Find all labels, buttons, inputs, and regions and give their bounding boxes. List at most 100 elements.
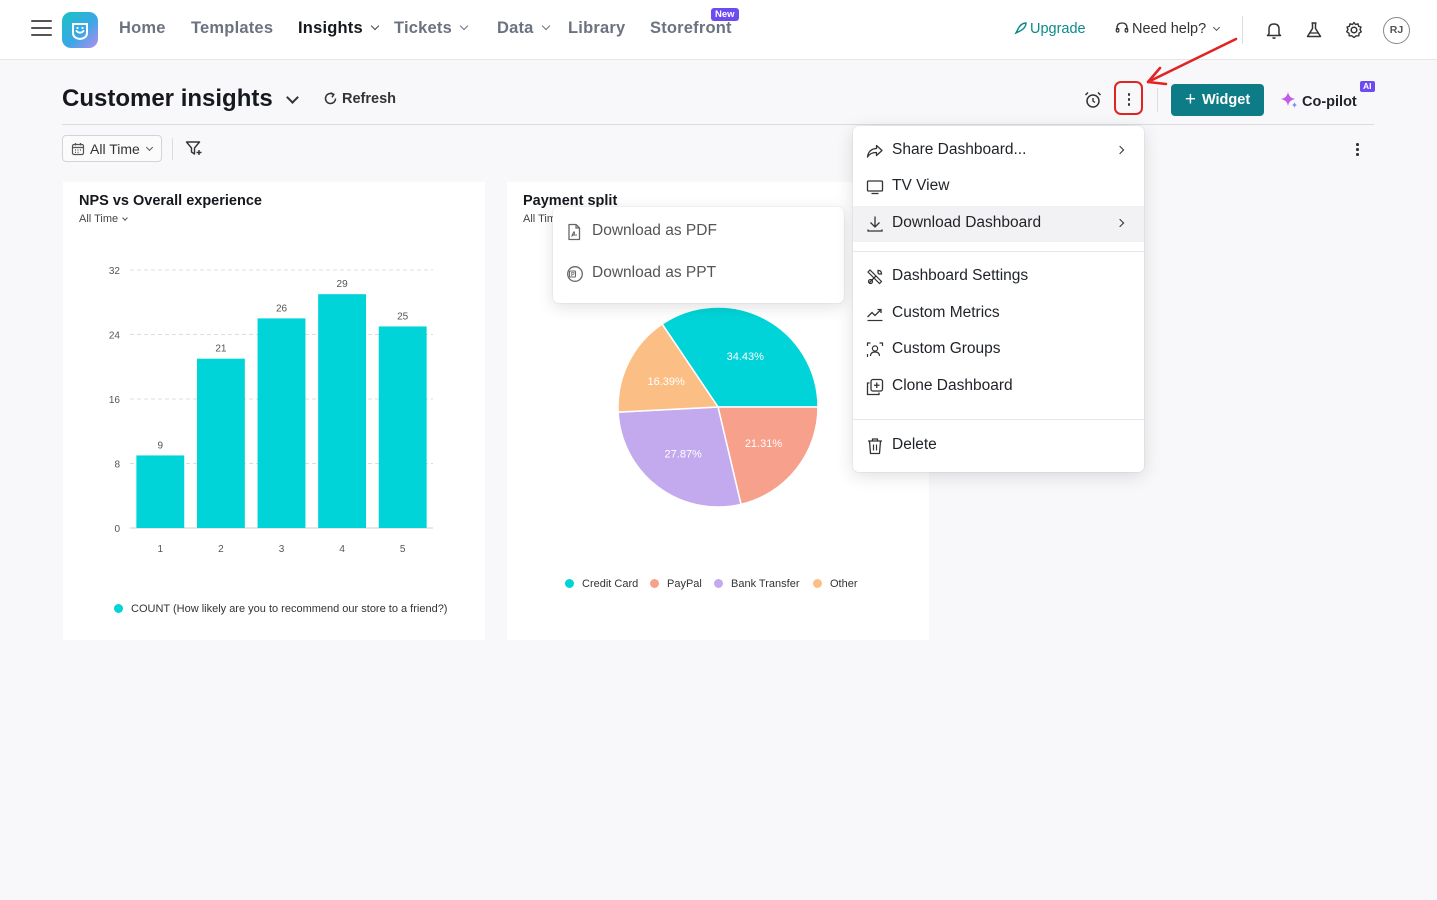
bar-value-label: 9 <box>158 440 164 451</box>
nav-home[interactable]: Home <box>119 19 166 37</box>
more-options-button[interactable] <box>1114 81 1143 115</box>
bar[interactable] <box>257 318 306 528</box>
menu-item-share-dashboard[interactable]: Share Dashboard... <box>853 133 1144 169</box>
legend-item[interactable]: COUNT (How likely are you to recommend o… <box>114 603 447 615</box>
avatar[interactable]: RJ <box>1383 17 1410 44</box>
y-tick-label: 0 <box>114 524 120 535</box>
time-filter-dropdown[interactable]: All Time <box>62 135 162 162</box>
legend-dot <box>565 579 574 588</box>
bar[interactable] <box>318 294 367 528</box>
pie-slice[interactable] <box>717 406 819 506</box>
add-widget-button[interactable]: + Widget <box>1171 84 1264 116</box>
bar-value-label: 21 <box>215 344 227 355</box>
download-icon <box>867 216 883 232</box>
card-time-filter[interactable]: All Time <box>79 213 128 225</box>
divider <box>1157 88 1158 112</box>
pie-slice-label: 34.43% <box>727 351 765 363</box>
bar-value-label: 25 <box>397 311 409 322</box>
y-tick-label: 8 <box>114 460 120 471</box>
refresh-button[interactable]: Refresh <box>323 91 396 107</box>
nav-data[interactable]: Data <box>497 19 550 38</box>
card-time-filter[interactable]: All Time <box>523 213 572 225</box>
nav-insights[interactable]: Insights <box>298 19 380 38</box>
calendar-icon <box>71 143 85 156</box>
gear-icon[interactable] <box>1344 20 1364 40</box>
download-submenu: Download as PDF P Download as PPT <box>553 207 844 303</box>
new-badge: New <box>711 8 739 21</box>
need-help-dropdown[interactable]: Need help? <box>1115 21 1221 37</box>
legend-item[interactable]: Credit Card <box>565 578 638 590</box>
x-tick-label: 2 <box>218 544 224 555</box>
copilot-button[interactable]: Co-pilot <box>1280 91 1357 110</box>
refresh-icon <box>324 92 337 105</box>
trend-icon <box>867 308 883 322</box>
top-navigation-bar: Home Templates Insights Tickets Data Lib… <box>0 0 1437 60</box>
nav-storefront[interactable]: Storefront <box>650 19 732 37</box>
chevron-down-icon <box>459 21 469 31</box>
pie-slice[interactable] <box>617 323 720 413</box>
nav-library[interactable]: Library <box>568 19 626 37</box>
clone-icon <box>866 378 884 396</box>
menu-item-download-dashboard[interactable]: Download Dashboard <box>853 206 1144 242</box>
y-tick-label: 16 <box>109 395 121 406</box>
rocket-icon <box>1014 22 1027 35</box>
legend-item[interactable]: PayPal <box>650 578 702 590</box>
add-filter-icon[interactable] <box>185 140 203 157</box>
x-tick-label: 5 <box>400 544 406 555</box>
legend-dot <box>813 579 822 588</box>
nav-tickets[interactable]: Tickets <box>394 19 469 38</box>
menu-item-dashboard-settings[interactable]: Dashboard Settings <box>853 259 1144 295</box>
menu-icon[interactable] <box>31 20 52 38</box>
bar[interactable] <box>378 326 427 528</box>
dashboard-options-menu: Share Dashboard... TV View Download Dash… <box>853 126 1144 472</box>
annotation-arrow-icon <box>1146 37 1238 86</box>
sparkle-icon <box>1281 92 1297 108</box>
upgrade-link[interactable]: Upgrade <box>1014 21 1086 37</box>
pie-chart: 34.43% 21.31% 27.87% 16.39% <box>617 306 819 508</box>
chevron-down-icon <box>145 143 154 152</box>
divider <box>172 138 173 160</box>
y-tick-label: 24 <box>109 331 121 342</box>
download-pdf-item[interactable]: Download as PDF <box>553 214 844 250</box>
card-title: NPS vs Overall experience <box>79 193 262 209</box>
app-logo[interactable] <box>62 12 98 48</box>
chevron-down-icon[interactable] <box>286 91 299 104</box>
chevron-down-icon <box>370 21 380 31</box>
divider <box>1242 16 1243 44</box>
menu-divider <box>853 251 1144 252</box>
more-vertical-icon[interactable] <box>1352 141 1362 157</box>
monitor-icon <box>866 180 884 195</box>
menu-divider <box>853 419 1144 420</box>
headset-icon <box>1115 22 1129 33</box>
pie-slice[interactable] <box>617 406 742 508</box>
menu-item-custom-metrics[interactable]: Custom Metrics <box>853 296 1144 332</box>
nps-chart-card: NPS vs Overall experience All Time 0 8 16 2… <box>63 182 485 640</box>
bar[interactable] <box>136 455 185 528</box>
bar[interactable] <box>196 358 245 528</box>
chevron-down-icon <box>541 21 550 31</box>
legend-dot <box>650 579 659 588</box>
x-tick-label: 3 <box>279 544 285 555</box>
pie-slice-label: 27.87% <box>665 448 703 460</box>
legend-item[interactable]: Other <box>813 578 858 590</box>
legend-label: Credit Card <box>582 578 639 590</box>
alarm-clock-icon[interactable] <box>1083 90 1103 110</box>
pie-slice[interactable] <box>661 306 819 408</box>
menu-item-custom-groups[interactable]: Custom Groups <box>853 332 1144 368</box>
bar-value-label: 26 <box>276 303 288 314</box>
flask-icon[interactable] <box>1304 20 1324 40</box>
pie-slice-label: 21.31% <box>745 438 783 450</box>
menu-item-clone-dashboard[interactable]: Clone Dashboard <box>853 369 1144 405</box>
page-title: Customer insights <box>62 85 273 112</box>
groups-icon <box>866 342 884 357</box>
menu-item-tv-view[interactable]: TV View <box>853 169 1144 205</box>
nav-templates[interactable]: Templates <box>191 19 274 37</box>
menu-item-delete[interactable]: Delete <box>853 428 1144 464</box>
plus-icon: + <box>1184 89 1196 110</box>
legend-item[interactable]: Bank Transfer <box>714 578 799 590</box>
card-title: Payment split <box>523 193 618 209</box>
ai-badge: AI <box>1360 81 1375 92</box>
bell-icon[interactable] <box>1264 20 1284 40</box>
download-ppt-item[interactable]: P Download as PPT <box>553 256 844 292</box>
